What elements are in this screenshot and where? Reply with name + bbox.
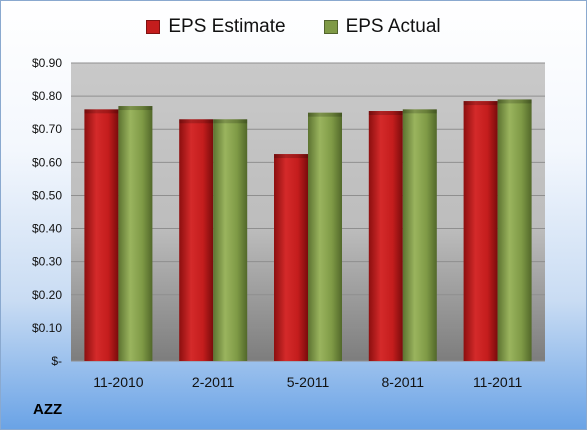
y-tick-label: $- [51,354,62,368]
y-tick-label: $0.20 [32,288,62,302]
y-tick-label: $0.40 [32,222,62,236]
y-tick-label: $0.70 [32,122,62,136]
y-tick-label: $0.30 [32,255,62,269]
legend-swatch-actual [323,20,338,34]
legend-item-estimate: EPS Estimate [146,15,286,39]
legend-label-actual: EPS Actual [345,16,441,37]
bar-eps-actual [118,106,153,362]
x-category-label: 2-2011 [192,374,235,390]
y-tick-label: $0.90 [32,56,62,70]
bar-top-edge [402,109,437,114]
bar-top-edge [84,109,119,114]
x-category-label: 5-2011 [287,374,330,390]
legend-item-actual: EPS Actual [323,15,441,39]
bar-eps-estimate [84,109,119,361]
x-category-label: 8-2011 [382,374,425,390]
bar-eps-estimate [179,119,214,362]
bar-eps-estimate [368,111,403,361]
bar-eps-estimate [463,101,498,362]
legend-label-estimate: EPS Estimate [168,16,286,37]
bar-top-edge [179,119,214,124]
y-tick-label: $0.50 [32,188,62,202]
bar-top-edge [368,111,403,116]
ticker-label: AZZ [33,401,63,418]
bar-top-edge [497,99,532,104]
bar-top-edge [274,154,308,159]
bar-top-edge [308,112,342,117]
bar-top-edge [118,106,153,111]
x-category-label: 11-2011 [473,374,523,390]
bar-top-edge [213,119,248,124]
bar-top-edge [463,101,498,106]
y-tick-label: $0.80 [32,89,62,103]
x-category-label: 11-2010 [93,374,144,390]
bar-eps-estimate [274,154,308,361]
bar-eps-actual [308,112,342,362]
bar-eps-actual [213,119,248,362]
bar-eps-actual [497,99,532,361]
bar-eps-actual [402,109,437,361]
y-tick-label: $0.60 [32,155,62,169]
legend-swatch-estimate [146,20,161,34]
legend: EPS Estimate EPS Actual [1,15,586,39]
y-tick-label: $0.10 [32,321,62,335]
